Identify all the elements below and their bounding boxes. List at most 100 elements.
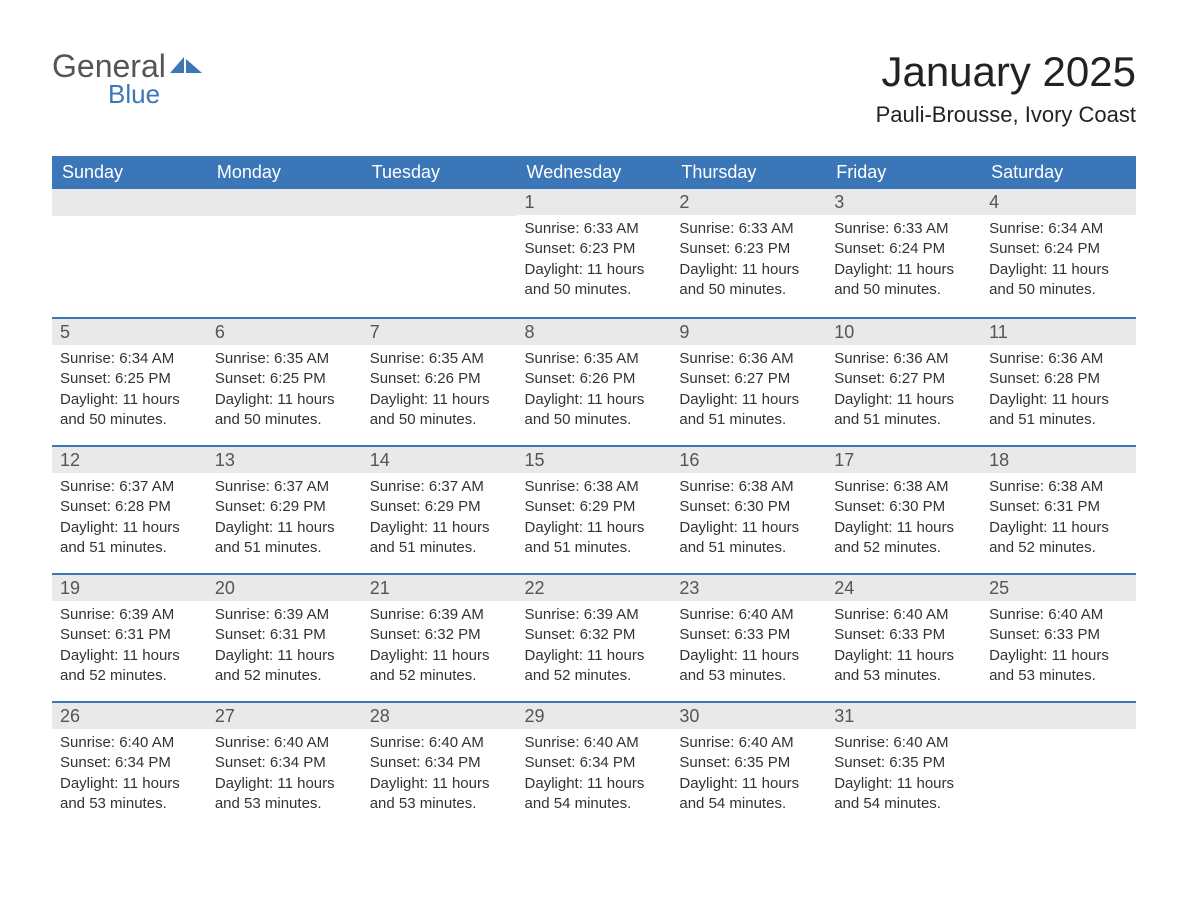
day-number: 20 bbox=[207, 573, 362, 601]
sunrise-line: Sunrise: 6:39 AM bbox=[370, 605, 509, 625]
sunset-line: Sunset: 6:32 PM bbox=[370, 625, 509, 645]
day-content: Sunrise: 6:38 AMSunset: 6:30 PMDaylight:… bbox=[671, 473, 826, 566]
day-number: 2 bbox=[671, 189, 826, 215]
day-number: 26 bbox=[52, 701, 207, 729]
day-content: Sunrise: 6:40 AMSunset: 6:33 PMDaylight:… bbox=[671, 601, 826, 694]
day-content: Sunrise: 6:37 AMSunset: 6:29 PMDaylight:… bbox=[207, 473, 362, 566]
daylight-line: Daylight: 11 hours and 50 minutes. bbox=[60, 390, 199, 431]
day-cell: 4Sunrise: 6:34 AMSunset: 6:24 PMDaylight… bbox=[981, 189, 1136, 317]
sunset-line: Sunset: 6:29 PM bbox=[215, 497, 354, 517]
sunset-line: Sunset: 6:34 PM bbox=[215, 753, 354, 773]
sunrise-line: Sunrise: 6:33 AM bbox=[679, 219, 818, 239]
day-content: Sunrise: 6:40 AMSunset: 6:34 PMDaylight:… bbox=[517, 729, 672, 822]
calendar-table: Sunday Monday Tuesday Wednesday Thursday… bbox=[52, 156, 1136, 829]
sunset-line: Sunset: 6:23 PM bbox=[525, 239, 664, 259]
day-cell: 25Sunrise: 6:40 AMSunset: 6:33 PMDayligh… bbox=[981, 573, 1136, 701]
day-content: Sunrise: 6:40 AMSunset: 6:34 PMDaylight:… bbox=[52, 729, 207, 822]
day-number: 25 bbox=[981, 573, 1136, 601]
sunrise-line: Sunrise: 6:38 AM bbox=[834, 477, 973, 497]
day-cell: 20Sunrise: 6:39 AMSunset: 6:31 PMDayligh… bbox=[207, 573, 362, 701]
day-cell: 31Sunrise: 6:40 AMSunset: 6:35 PMDayligh… bbox=[826, 701, 981, 829]
sunset-line: Sunset: 6:27 PM bbox=[834, 369, 973, 389]
sunrise-line: Sunrise: 6:34 AM bbox=[989, 219, 1128, 239]
week-row: 12Sunrise: 6:37 AMSunset: 6:28 PMDayligh… bbox=[52, 445, 1136, 573]
day-cell: 9Sunrise: 6:36 AMSunset: 6:27 PMDaylight… bbox=[671, 317, 826, 445]
day-number: 22 bbox=[517, 573, 672, 601]
week-row: 1Sunrise: 6:33 AMSunset: 6:23 PMDaylight… bbox=[52, 189, 1136, 317]
sunset-line: Sunset: 6:25 PM bbox=[215, 369, 354, 389]
day-number: 14 bbox=[362, 445, 517, 473]
empty-day bbox=[981, 701, 1136, 729]
day-number: 13 bbox=[207, 445, 362, 473]
day-number: 29 bbox=[517, 701, 672, 729]
day-cell: 28Sunrise: 6:40 AMSunset: 6:34 PMDayligh… bbox=[362, 701, 517, 829]
week-row: 5Sunrise: 6:34 AMSunset: 6:25 PMDaylight… bbox=[52, 317, 1136, 445]
day-number: 1 bbox=[517, 189, 672, 215]
day-cell: 17Sunrise: 6:38 AMSunset: 6:30 PMDayligh… bbox=[826, 445, 981, 573]
day-cell bbox=[362, 189, 517, 317]
sunset-line: Sunset: 6:34 PM bbox=[525, 753, 664, 773]
sunrise-line: Sunrise: 6:36 AM bbox=[989, 349, 1128, 369]
sunrise-line: Sunrise: 6:34 AM bbox=[60, 349, 199, 369]
day-content: Sunrise: 6:33 AMSunset: 6:24 PMDaylight:… bbox=[826, 215, 981, 308]
daylight-line: Daylight: 11 hours and 53 minutes. bbox=[215, 774, 354, 815]
sunrise-line: Sunrise: 6:35 AM bbox=[525, 349, 664, 369]
sunrise-line: Sunrise: 6:35 AM bbox=[370, 349, 509, 369]
weekday-header-row: Sunday Monday Tuesday Wednesday Thursday… bbox=[52, 156, 1136, 189]
title-block: January 2025 Pauli-Brousse, Ivory Coast bbox=[876, 48, 1136, 128]
day-content: Sunrise: 6:38 AMSunset: 6:31 PMDaylight:… bbox=[981, 473, 1136, 566]
location-subtitle: Pauli-Brousse, Ivory Coast bbox=[876, 102, 1136, 128]
day-number: 11 bbox=[981, 317, 1136, 345]
day-content: Sunrise: 6:39 AMSunset: 6:32 PMDaylight:… bbox=[362, 601, 517, 694]
day-cell: 16Sunrise: 6:38 AMSunset: 6:30 PMDayligh… bbox=[671, 445, 826, 573]
sunrise-line: Sunrise: 6:36 AM bbox=[679, 349, 818, 369]
sunrise-line: Sunrise: 6:40 AM bbox=[370, 733, 509, 753]
day-cell: 13Sunrise: 6:37 AMSunset: 6:29 PMDayligh… bbox=[207, 445, 362, 573]
day-cell: 6Sunrise: 6:35 AMSunset: 6:25 PMDaylight… bbox=[207, 317, 362, 445]
day-number: 28 bbox=[362, 701, 517, 729]
sunset-line: Sunset: 6:24 PM bbox=[989, 239, 1128, 259]
daylight-line: Daylight: 11 hours and 54 minutes. bbox=[834, 774, 973, 815]
daylight-line: Daylight: 11 hours and 51 minutes. bbox=[679, 390, 818, 431]
day-content: Sunrise: 6:33 AMSunset: 6:23 PMDaylight:… bbox=[517, 215, 672, 308]
week-row: 19Sunrise: 6:39 AMSunset: 6:31 PMDayligh… bbox=[52, 573, 1136, 701]
daylight-line: Daylight: 11 hours and 51 minutes. bbox=[525, 518, 664, 559]
daylight-line: Daylight: 11 hours and 50 minutes. bbox=[370, 390, 509, 431]
day-cell: 22Sunrise: 6:39 AMSunset: 6:32 PMDayligh… bbox=[517, 573, 672, 701]
daylight-line: Daylight: 11 hours and 52 minutes. bbox=[215, 646, 354, 687]
logo-text-blue: Blue bbox=[108, 79, 160, 110]
sunset-line: Sunset: 6:26 PM bbox=[525, 369, 664, 389]
month-title: January 2025 bbox=[876, 48, 1136, 96]
day-content: Sunrise: 6:34 AMSunset: 6:24 PMDaylight:… bbox=[981, 215, 1136, 308]
daylight-line: Daylight: 11 hours and 53 minutes. bbox=[989, 646, 1128, 687]
day-cell: 8Sunrise: 6:35 AMSunset: 6:26 PMDaylight… bbox=[517, 317, 672, 445]
day-content: Sunrise: 6:33 AMSunset: 6:23 PMDaylight:… bbox=[671, 215, 826, 308]
day-content: Sunrise: 6:34 AMSunset: 6:25 PMDaylight:… bbox=[52, 345, 207, 438]
day-number: 7 bbox=[362, 317, 517, 345]
logo: General Blue bbox=[52, 48, 202, 110]
sunrise-line: Sunrise: 6:40 AM bbox=[60, 733, 199, 753]
sunrise-line: Sunrise: 6:40 AM bbox=[525, 733, 664, 753]
sunrise-line: Sunrise: 6:36 AM bbox=[834, 349, 973, 369]
empty-day bbox=[207, 189, 362, 216]
daylight-line: Daylight: 11 hours and 53 minutes. bbox=[834, 646, 973, 687]
day-number: 15 bbox=[517, 445, 672, 473]
day-number: 3 bbox=[826, 189, 981, 215]
day-number: 18 bbox=[981, 445, 1136, 473]
day-number: 21 bbox=[362, 573, 517, 601]
sunrise-line: Sunrise: 6:39 AM bbox=[525, 605, 664, 625]
daylight-line: Daylight: 11 hours and 51 minutes. bbox=[215, 518, 354, 559]
sunrise-line: Sunrise: 6:37 AM bbox=[370, 477, 509, 497]
daylight-line: Daylight: 11 hours and 52 minutes. bbox=[989, 518, 1128, 559]
day-content: Sunrise: 6:40 AMSunset: 6:33 PMDaylight:… bbox=[826, 601, 981, 694]
day-number: 17 bbox=[826, 445, 981, 473]
day-content: Sunrise: 6:40 AMSunset: 6:35 PMDaylight:… bbox=[826, 729, 981, 822]
daylight-line: Daylight: 11 hours and 52 minutes. bbox=[525, 646, 664, 687]
day-cell: 27Sunrise: 6:40 AMSunset: 6:34 PMDayligh… bbox=[207, 701, 362, 829]
sunrise-line: Sunrise: 6:39 AM bbox=[215, 605, 354, 625]
weekday-friday: Friday bbox=[826, 156, 981, 189]
day-content: Sunrise: 6:38 AMSunset: 6:29 PMDaylight:… bbox=[517, 473, 672, 566]
weekday-saturday: Saturday bbox=[981, 156, 1136, 189]
sunrise-line: Sunrise: 6:38 AM bbox=[525, 477, 664, 497]
daylight-line: Daylight: 11 hours and 51 minutes. bbox=[989, 390, 1128, 431]
